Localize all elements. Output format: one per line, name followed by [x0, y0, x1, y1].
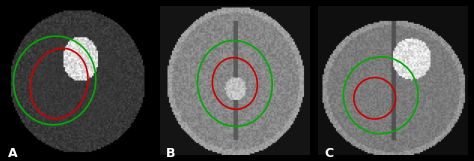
Text: C: C	[324, 147, 333, 160]
Text: A: A	[9, 147, 18, 160]
Text: B: B	[166, 147, 176, 160]
